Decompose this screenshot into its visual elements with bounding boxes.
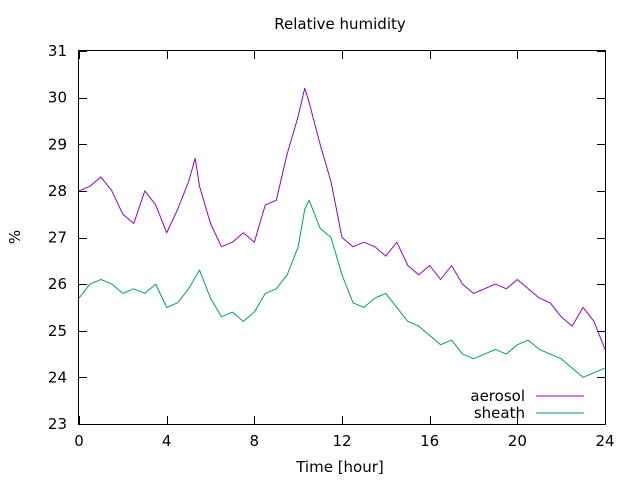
y-tick-label: 30	[48, 89, 67, 107]
x-tick-label: 12	[332, 432, 351, 450]
y-tick-label: 29	[48, 135, 67, 153]
series-layer	[78, 87, 606, 378]
series-line-sheath	[78, 199, 606, 378]
tick-labels-layer: 0 4 8 12 16 20 24 23 24 25 26 27 28 29 30 31	[48, 42, 615, 450]
x-axis-label: Time [hour]	[295, 458, 384, 476]
plot-frame	[78, 50, 606, 425]
y-tick-label: 28	[48, 182, 67, 200]
x-tick-label: 20	[508, 432, 527, 450]
series-line-aerosol	[78, 87, 606, 350]
x-tick-label: 8	[250, 432, 260, 450]
x-tick-label: 24	[595, 432, 614, 450]
y-tick-label: 26	[48, 275, 67, 293]
x-tick-label: 0	[74, 432, 84, 450]
y-tick-label: 31	[48, 42, 67, 60]
y-tick-label: 24	[48, 368, 67, 386]
y-axis-label: %	[6, 230, 24, 244]
ticks-layer	[79, 51, 606, 425]
y-tick-label: 27	[48, 229, 67, 247]
legend-label-aerosol: aerosol	[470, 387, 525, 405]
x-tick-label: 16	[420, 432, 439, 450]
x-tick-label: 4	[162, 432, 172, 450]
legend: aerosol sheath	[470, 387, 584, 422]
y-tick-label: 23	[48, 415, 67, 433]
y-tick-label: 25	[48, 322, 67, 340]
legend-label-sheath: sheath	[474, 404, 525, 422]
chart-title: Relative humidity	[274, 15, 406, 33]
